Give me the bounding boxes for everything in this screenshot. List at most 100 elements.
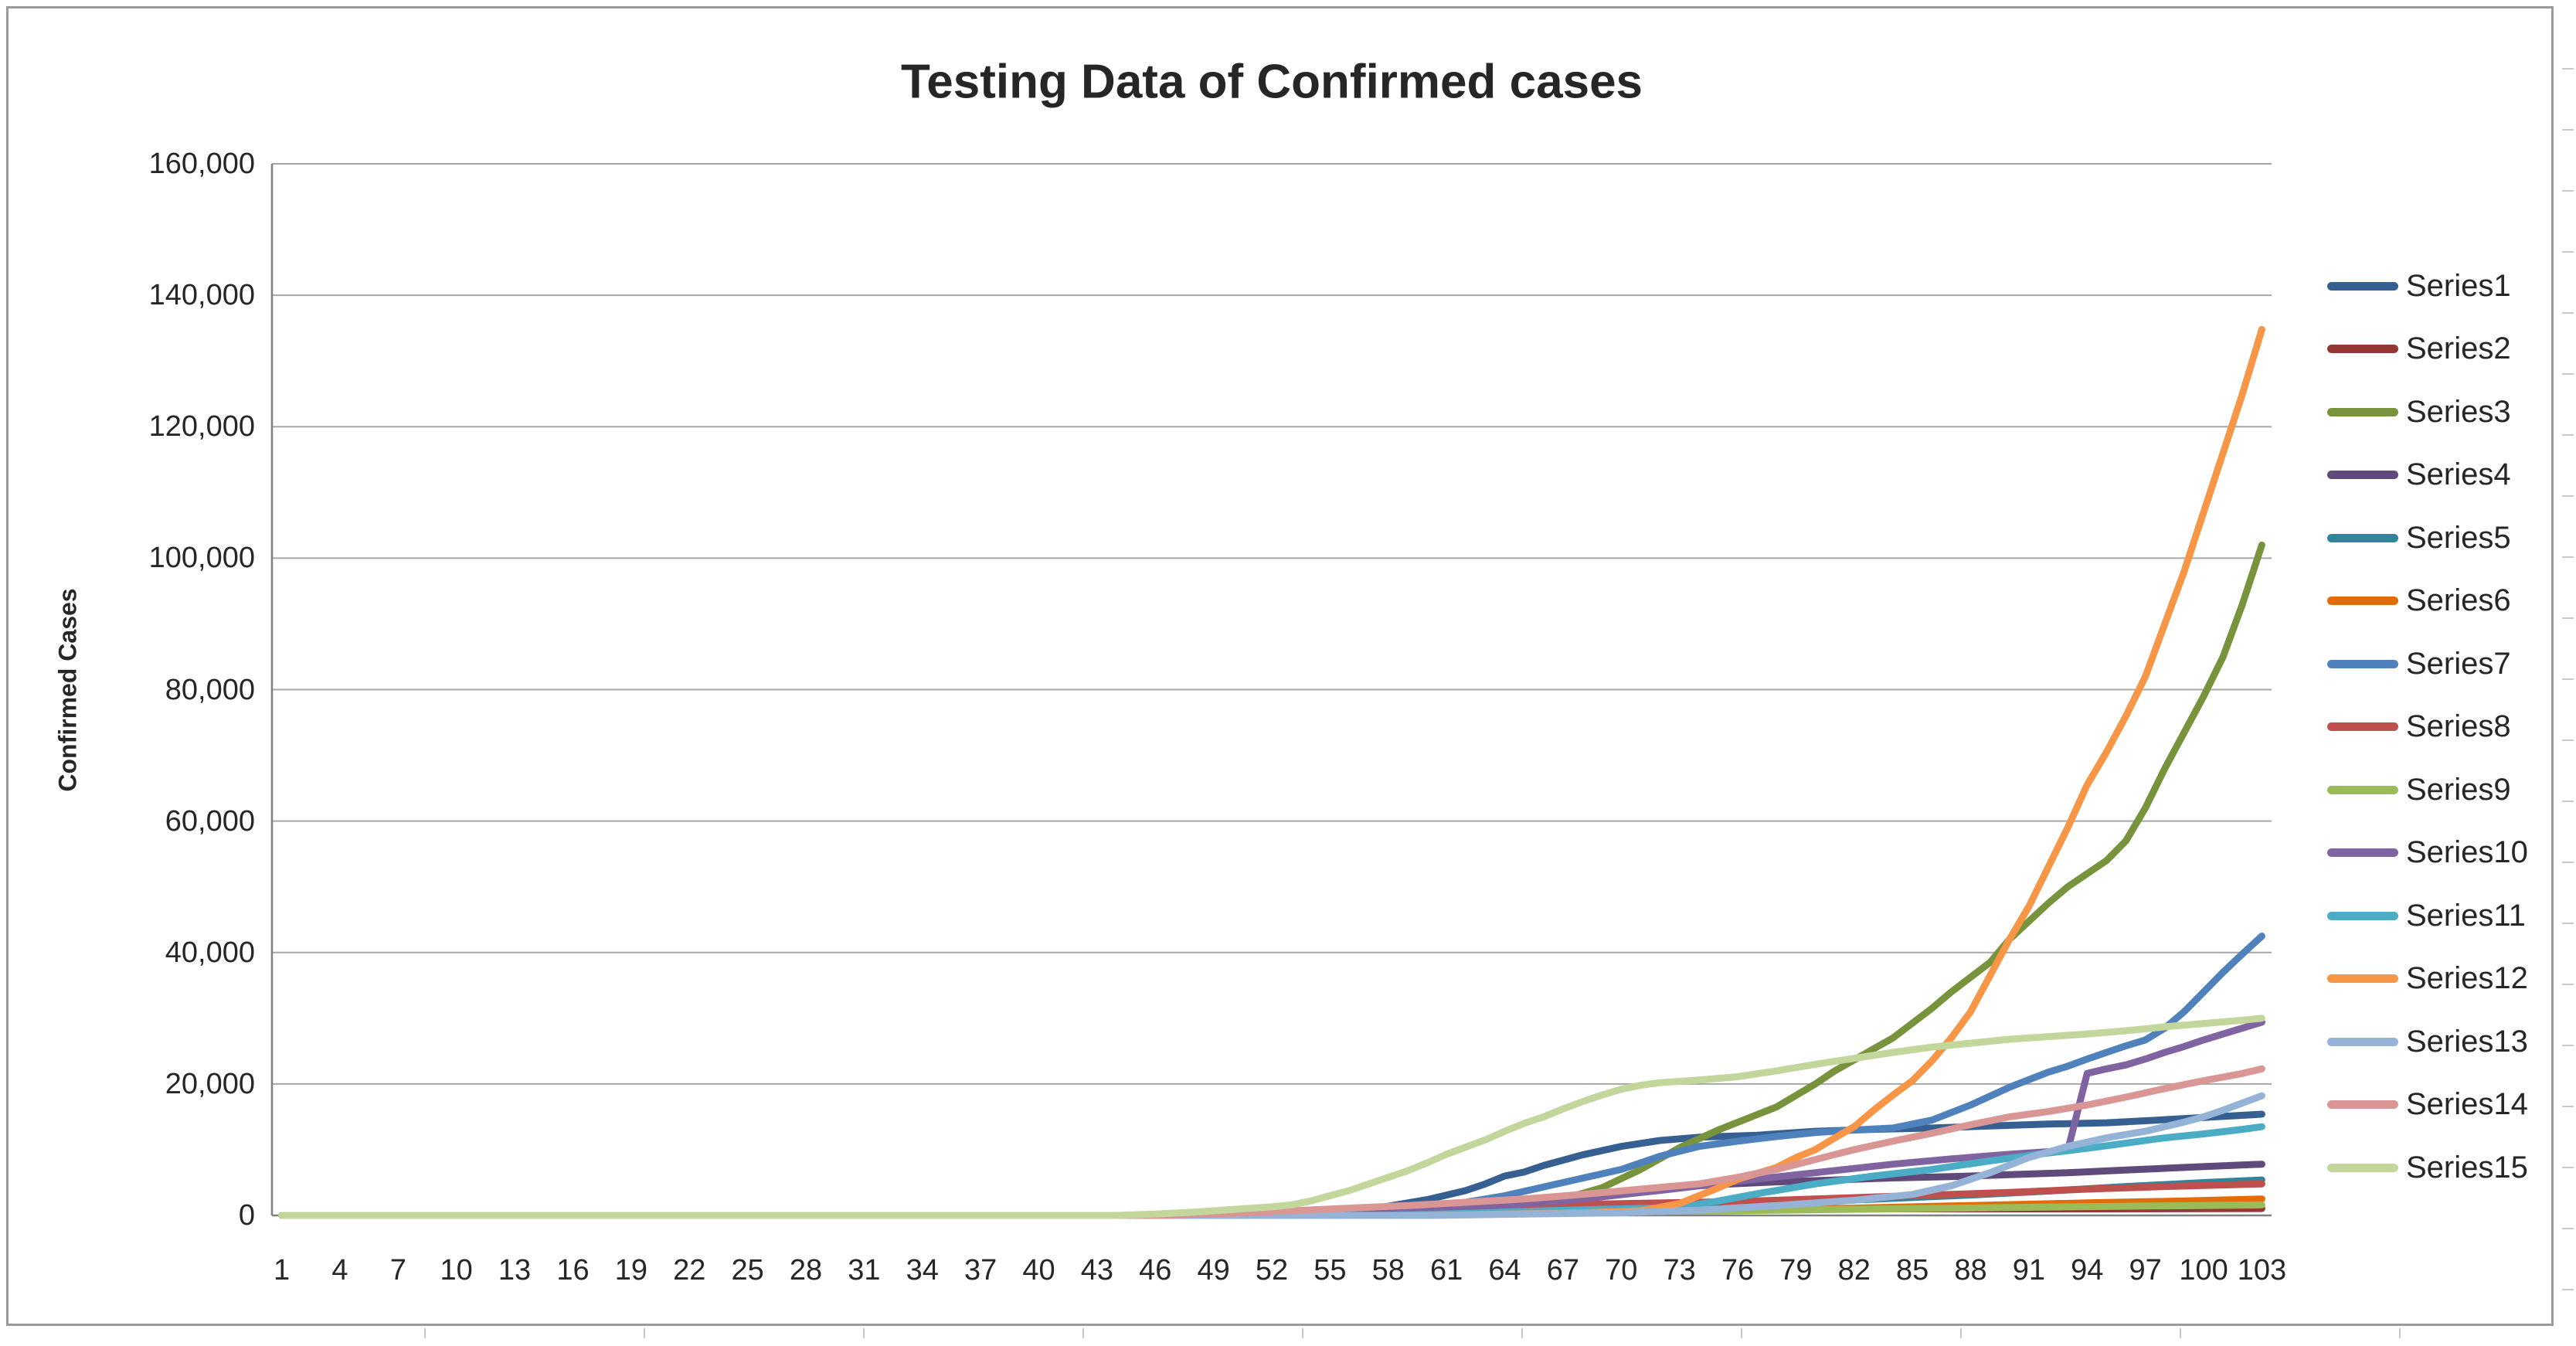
y-tick-label-160,000: 160,000: [148, 148, 255, 180]
legend-item-series5[interactable]: Series5: [2327, 520, 2511, 556]
legend-swatch-series7: [2327, 659, 2398, 668]
legend-label: Series12: [2406, 961, 2528, 995]
worksheet-row-tick: [2562, 923, 2574, 924]
series-line-series14[interactable]: [278, 1065, 2265, 1219]
legend-item-series15[interactable]: Series15: [2327, 1150, 2528, 1185]
worksheet-row-tick: [2562, 800, 2574, 802]
series-line-series11[interactable]: [278, 1123, 2265, 1219]
legend-item-series14[interactable]: Series14: [2327, 1087, 2528, 1123]
y-tick-label-140,000: 140,000: [148, 279, 255, 312]
worksheet-column-tick: [1082, 1328, 1084, 1338]
worksheet-row-tick: [2562, 68, 2574, 70]
legend-swatch-series6: [2327, 597, 2398, 605]
x-tick-label-7: 7: [389, 1254, 406, 1287]
legend-label: Series9: [2406, 772, 2511, 807]
legend-label: Series6: [2406, 583, 2511, 617]
series-line-series7[interactable]: [278, 933, 2265, 1219]
worksheet-row-tick: [2562, 617, 2574, 619]
worksheet-row-tick: [2562, 556, 2574, 558]
legend-item-series8[interactable]: Series8: [2327, 709, 2511, 745]
legend-label: Series14: [2406, 1087, 2528, 1121]
x-tick-label-34: 34: [906, 1254, 939, 1287]
series-line-series3[interactable]: [278, 541, 2265, 1219]
x-tick-label-10: 10: [440, 1254, 473, 1287]
worksheet-row-tick: [2562, 1289, 2574, 1290]
x-tick-label-94: 94: [2071, 1254, 2104, 1287]
legend-label: Series4: [2406, 457, 2511, 491]
x-tick-label-58: 58: [1371, 1254, 1405, 1287]
worksheet-row-tick: [2562, 984, 2574, 985]
x-tick-label-76: 76: [1721, 1254, 1755, 1287]
worksheet-row-tick: [2562, 1045, 2574, 1046]
legend-item-series2[interactable]: Series2: [2327, 331, 2511, 367]
worksheet-column-tick: [2399, 1328, 2401, 1338]
x-tick-label-13: 13: [498, 1254, 532, 1287]
legend-swatch-series5: [2327, 533, 2398, 542]
y-tick-label-80,000: 80,000: [165, 673, 255, 706]
y-tick-label-60,000: 60,000: [165, 804, 255, 838]
worksheet-row-tick: [2562, 251, 2574, 253]
worksheet-column-tick: [424, 1328, 426, 1338]
series-line-series10[interactable]: [278, 1018, 2265, 1219]
x-tick-label-64: 64: [1488, 1254, 1521, 1287]
x-tick-label-97: 97: [2129, 1254, 2162, 1287]
legend-item-series10[interactable]: Series10: [2327, 835, 2528, 871]
legend-item-series13[interactable]: Series13: [2327, 1024, 2528, 1059]
legend-item-series11[interactable]: Series11: [2327, 898, 2526, 933]
worksheet-column-tick: [863, 1328, 865, 1338]
legend-label: Series3: [2406, 394, 2511, 429]
y-tick-label-40,000: 40,000: [165, 936, 255, 969]
x-tick-label-103: 103: [2237, 1254, 2287, 1287]
x-tick-label-100: 100: [2179, 1254, 2228, 1287]
legend-label: Series10: [2406, 835, 2528, 869]
series-line-series13[interactable]: [278, 1092, 2265, 1219]
x-tick-label-25: 25: [731, 1254, 764, 1287]
series-line-series15[interactable]: [278, 1015, 2265, 1219]
legend-swatch-series13: [2327, 1037, 2398, 1046]
legend-swatch-series4: [2327, 471, 2398, 479]
chart-frame: [6, 6, 2554, 1326]
worksheet-row-tick: [2562, 373, 2574, 375]
legend-swatch-series3: [2327, 407, 2398, 416]
legend-label: Series5: [2406, 520, 2511, 555]
worksheet-column-tick: [2180, 1328, 2181, 1338]
legend-item-series9[interactable]: Series9: [2327, 772, 2511, 807]
legend-item-series6[interactable]: Series6: [2327, 583, 2511, 619]
worksheet-row-tick: [2562, 1228, 2574, 1229]
x-tick-label-79: 79: [1779, 1254, 1813, 1287]
worksheet-row-tick: [2562, 129, 2574, 131]
x-tick-label-82: 82: [1837, 1254, 1871, 1287]
x-tick-label-52: 52: [1255, 1254, 1289, 1287]
legend-item-series4[interactable]: Series4: [2327, 457, 2511, 493]
worksheet-row-tick: [2562, 678, 2574, 680]
legend-item-series1[interactable]: Series1: [2327, 268, 2511, 304]
x-tick-label-91: 91: [2012, 1254, 2046, 1287]
legend-item-series7[interactable]: Series7: [2327, 646, 2511, 681]
worksheet-row-tick: [2562, 312, 2574, 314]
series-line-series12[interactable]: [278, 325, 2265, 1219]
x-tick-label-73: 73: [1663, 1254, 1696, 1287]
y-tick-label-100,000: 100,000: [148, 542, 255, 575]
worksheet-column-tick: [1302, 1328, 1303, 1338]
legend-swatch-series15: [2327, 1163, 2398, 1172]
y-tick-label-120,000: 120,000: [148, 410, 255, 444]
y-tick-label-20,000: 20,000: [165, 1067, 255, 1100]
worksheet-row-tick: [2562, 495, 2574, 497]
worksheet-row-tick: [2562, 190, 2574, 192]
x-tick-label-70: 70: [1605, 1254, 1638, 1287]
worksheet-row-tick: [2562, 434, 2574, 436]
y-tick-label-0: 0: [238, 1199, 255, 1232]
legend-item-series3[interactable]: Series3: [2327, 394, 2511, 430]
chart-title[interactable]: Testing Data of Confirmed cases: [900, 55, 1643, 109]
legend-label: Series1: [2406, 268, 2511, 303]
legend-swatch-series10: [2327, 848, 2398, 857]
x-tick-label-88: 88: [1954, 1254, 1987, 1287]
legend-item-series12[interactable]: Series12: [2327, 961, 2528, 997]
x-tick-label-67: 67: [1546, 1254, 1580, 1287]
x-tick-label-61: 61: [1429, 1254, 1463, 1287]
worksheet-row-tick: [2562, 1106, 2574, 1107]
legend-label: Series13: [2406, 1024, 2528, 1059]
worksheet-row-tick: [2562, 862, 2574, 863]
x-tick-label-46: 46: [1139, 1254, 1172, 1287]
